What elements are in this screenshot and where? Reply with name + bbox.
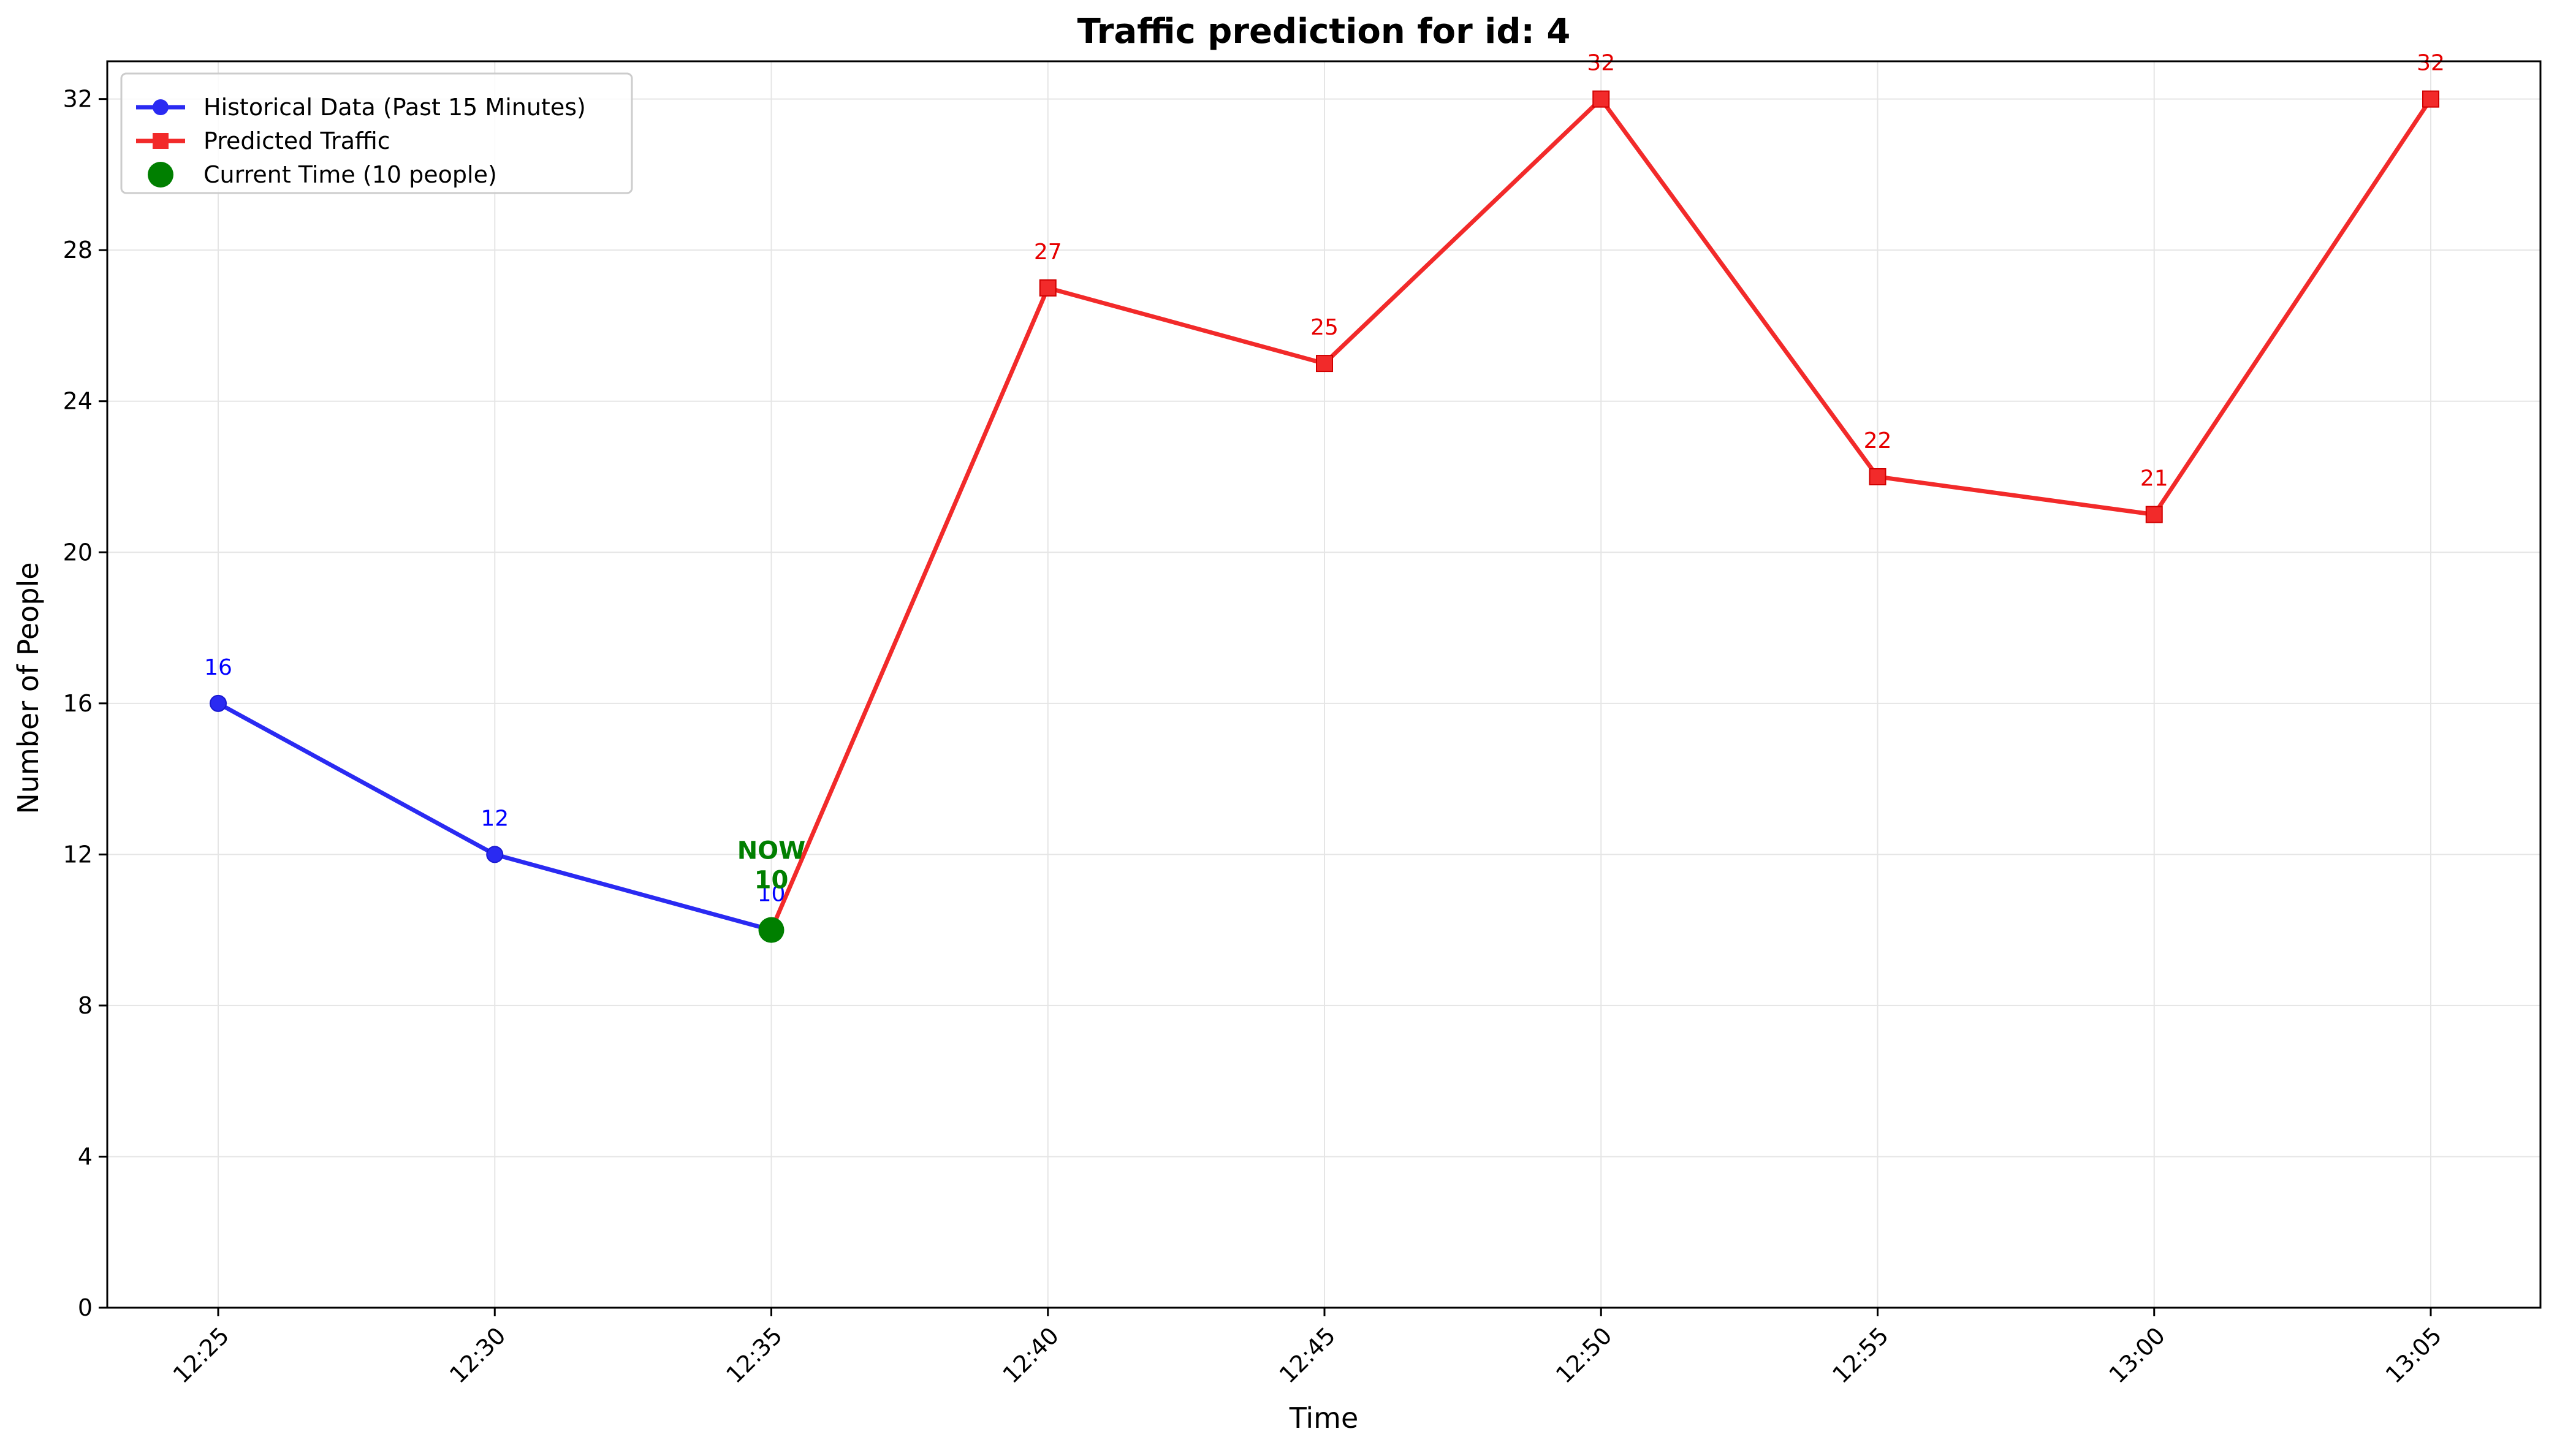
series-markers (210, 90, 2439, 943)
y-tick-label: 20 (63, 539, 93, 566)
legend-marker-circle (153, 99, 169, 115)
now-annotation: NOW (737, 837, 806, 865)
chart-title: Traffic prediction for id: 4 (1077, 12, 1571, 51)
historical-marker (210, 694, 227, 712)
historical-data-label: 16 (204, 655, 232, 680)
y-tick-label: 16 (63, 690, 93, 717)
y-tick-label: 4 (78, 1143, 93, 1170)
predicted-marker (1039, 279, 1057, 297)
predicted-marker (1592, 90, 1610, 108)
legend-label: Historical Data (Past 15 Minutes) (203, 94, 586, 121)
y-tick-label: 32 (63, 86, 93, 113)
legend-box (120, 72, 633, 194)
predicted-data-label: 22 (1864, 428, 1892, 453)
x-axis-label: Time (1289, 1401, 1359, 1435)
predicted-data-label: 32 (1587, 51, 1615, 76)
legend-label: Current Time (10 people) (203, 161, 497, 188)
historical-marker (486, 846, 504, 863)
historical-data-label: 12 (481, 806, 509, 831)
legend-marker-big-circle (148, 162, 173, 188)
predicted-data-label: 25 (1310, 315, 1339, 340)
legend-marker-square (153, 133, 169, 149)
predicted-marker (2145, 506, 2163, 523)
predicted-marker (2422, 90, 2439, 108)
predicted-marker (1316, 355, 1333, 373)
historical-data-label: 10 (758, 882, 786, 907)
predicted-data-label: 32 (2417, 51, 2445, 76)
y-tick-label: 28 (63, 237, 93, 264)
y-tick-label: 24 (63, 388, 93, 415)
y-axis-label: Number of People (12, 562, 45, 814)
legend-label: Predicted Traffic (203, 127, 390, 154)
grid-layer (107, 61, 2540, 1308)
y-tick-label: 12 (63, 841, 93, 868)
y-tick-label: 0 (78, 1294, 93, 1321)
predicted-data-label: 27 (1034, 240, 1062, 265)
y-tick-label: 8 (78, 992, 93, 1019)
predicted-marker (1869, 468, 1886, 485)
legend: Historical Data (Past 15 Minutes) Predict… (120, 72, 633, 194)
predicted-data-label: 21 (2140, 466, 2168, 491)
now-value-annotation: 10 (754, 866, 789, 895)
current-time-marker (758, 917, 785, 943)
legend-items: Historical Data (Past 15 Minutes) Predict… (136, 94, 586, 188)
